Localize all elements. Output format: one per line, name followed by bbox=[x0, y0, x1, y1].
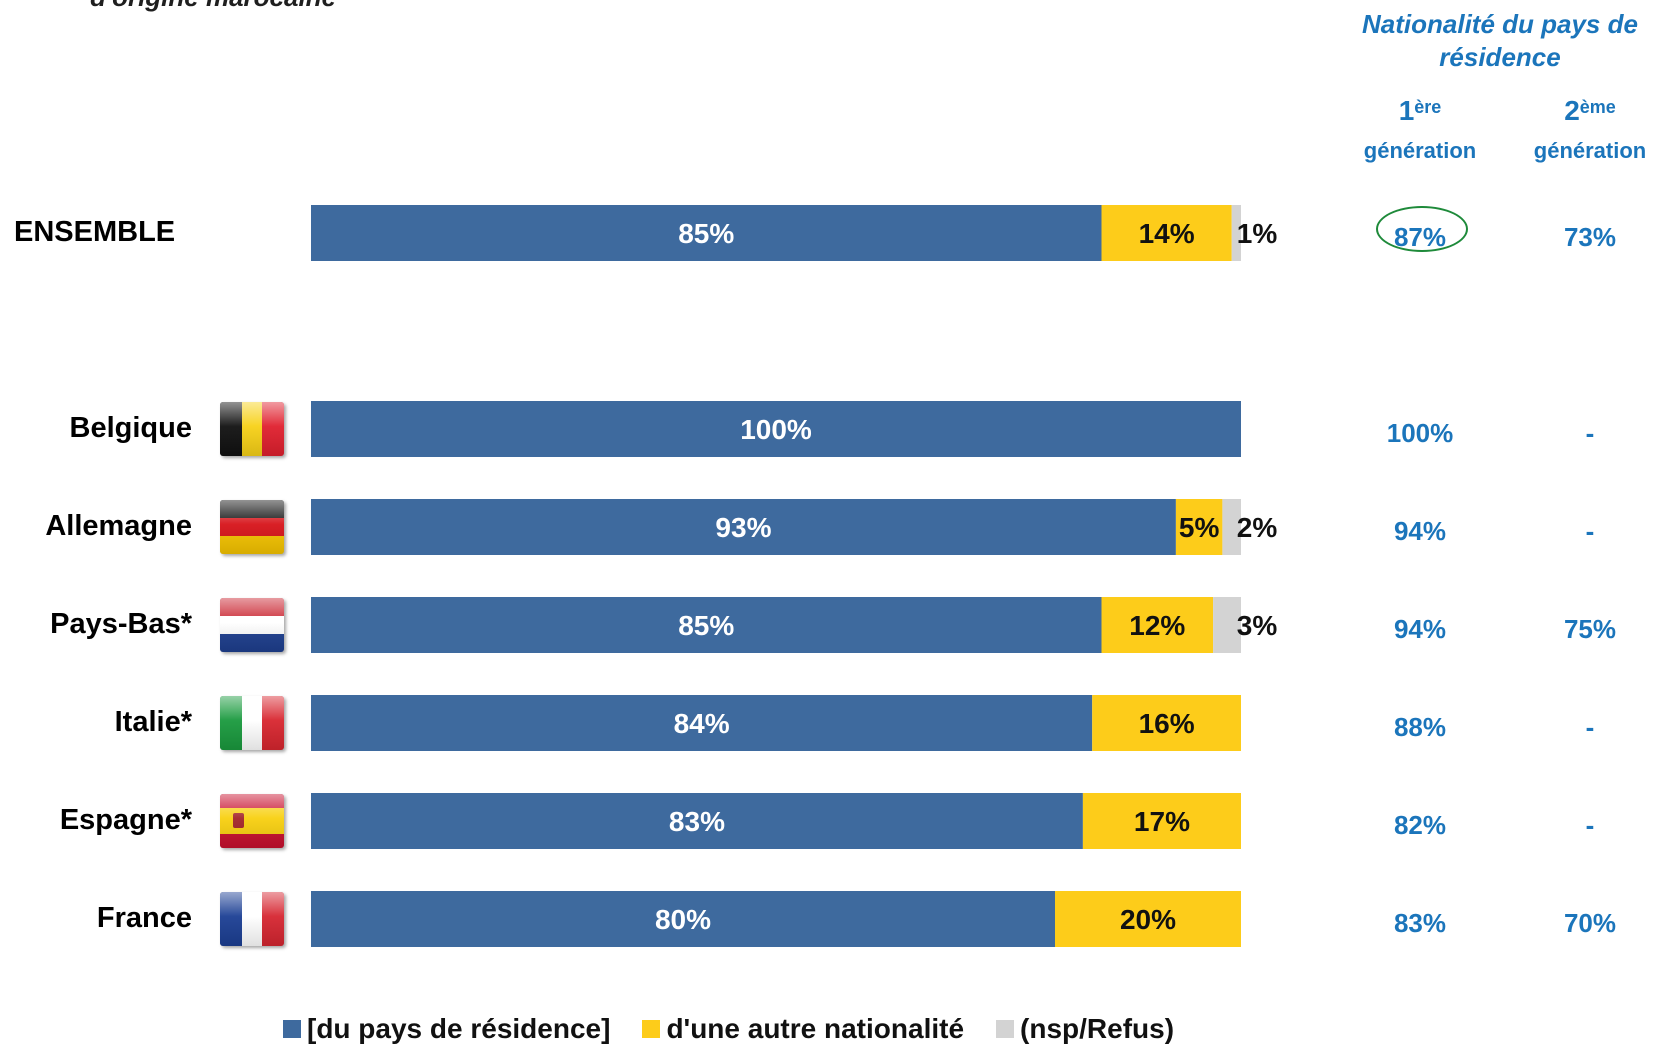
legend-swatch-other bbox=[642, 1020, 660, 1038]
data-label-pays-bas-other: 12% bbox=[1129, 610, 1185, 641]
data-label-allemagne-other: 5% bbox=[1179, 512, 1220, 543]
legend-label-other: d'une autre nationalité bbox=[666, 1013, 964, 1045]
gen2-value-allemagne: - bbox=[1520, 516, 1654, 547]
gen2-value-france: 70% bbox=[1520, 908, 1654, 939]
data-label-ensemble-other: 14% bbox=[1139, 218, 1195, 249]
gen2-value-ensemble: 73% bbox=[1520, 222, 1654, 253]
data-label-italie-other: 16% bbox=[1139, 708, 1195, 739]
gen1-value-belgique: 100% bbox=[1350, 418, 1490, 449]
data-label-espagne-resident: 83% bbox=[669, 806, 725, 837]
data-label-pays-bas-resident: 85% bbox=[678, 610, 734, 641]
gen1-value-italie: 88% bbox=[1350, 712, 1490, 743]
legend-item-other: d'une autre nationalité bbox=[642, 1013, 964, 1045]
data-label-france-resident: 80% bbox=[655, 904, 711, 935]
data-label-italie-resident: 84% bbox=[674, 708, 730, 739]
legend-item-resident: [du pays de résidence] bbox=[283, 1013, 610, 1045]
data-label-belgique-resident: 100% bbox=[740, 414, 812, 445]
gen2-value-espagne: - bbox=[1520, 810, 1654, 841]
chart-legend: [du pays de résidence] d'une autre natio… bbox=[283, 1013, 1206, 1045]
data-label-pays-bas-nsp: 3% bbox=[1237, 610, 1278, 641]
data-label-ensemble-nsp: 1% bbox=[1237, 218, 1278, 249]
data-label-espagne-other: 17% bbox=[1134, 806, 1190, 837]
gen1-value-ensemble: 87% bbox=[1350, 222, 1490, 253]
gen2-value-belgique: - bbox=[1520, 418, 1654, 449]
data-label-allemagne-resident: 93% bbox=[715, 512, 771, 543]
legend-swatch-nsp bbox=[996, 1020, 1014, 1038]
gen2-value-italie: - bbox=[1520, 712, 1654, 743]
data-label-ensemble-resident: 85% bbox=[678, 218, 734, 249]
data-label-france-other: 20% bbox=[1120, 904, 1176, 935]
gen2-value-pays-bas: 75% bbox=[1520, 614, 1654, 645]
legend-swatch-resident bbox=[283, 1020, 301, 1038]
gen1-value-pays-bas: 94% bbox=[1350, 614, 1490, 645]
data-label-allemagne-nsp: 2% bbox=[1237, 512, 1278, 543]
gen1-value-espagne: 82% bbox=[1350, 810, 1490, 841]
gen1-value-france: 83% bbox=[1350, 908, 1490, 939]
legend-label-nsp: (nsp/Refus) bbox=[1020, 1013, 1174, 1045]
legend-item-nsp: (nsp/Refus) bbox=[996, 1013, 1174, 1045]
legend-label-resident: [du pays de résidence] bbox=[307, 1013, 610, 1045]
gen1-value-allemagne: 94% bbox=[1350, 516, 1490, 547]
